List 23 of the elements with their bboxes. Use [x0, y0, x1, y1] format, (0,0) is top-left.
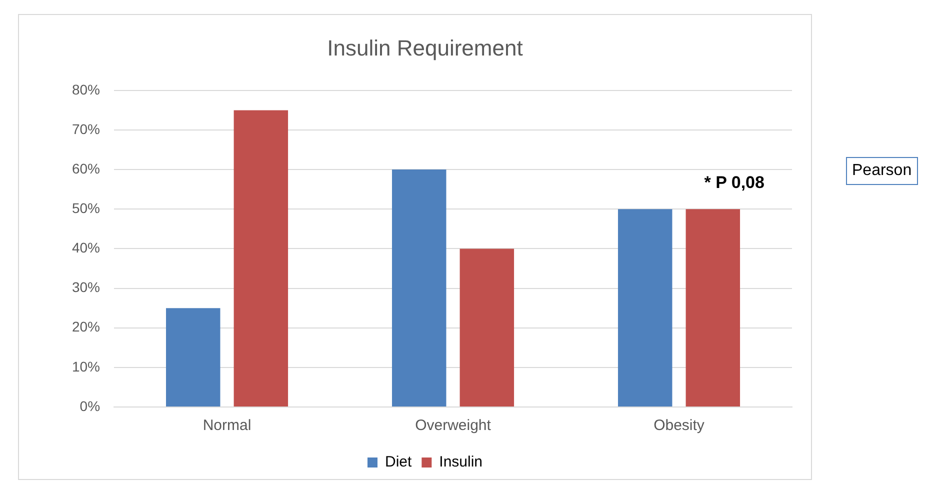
annotation: * P 0,08: [704, 172, 764, 192]
y-tick-label: 20%: [72, 318, 100, 335]
y-tick-label: 10%: [72, 358, 100, 374]
legend-label: Diet: [384, 454, 412, 471]
x-tick-label: Normal: [202, 417, 252, 434]
y-tick-label: 60%: [72, 160, 100, 176]
bar: [166, 308, 220, 406]
bar: [460, 248, 514, 406]
y-tick-label: 0%: [80, 398, 100, 414]
y-tick-label: 50%: [72, 200, 100, 216]
y-tick-label: 80%: [72, 81, 100, 98]
y-tick-label: 40%: [72, 240, 100, 256]
bar: [234, 110, 288, 406]
y-tick-label: 70%: [72, 120, 100, 137]
x-tick-label: Overweight: [415, 417, 492, 434]
bar: [686, 209, 740, 406]
y-tick-label: 30%: [72, 279, 100, 296]
bar: [392, 170, 446, 406]
bar: [618, 209, 672, 406]
x-tick-label: Obesity: [654, 417, 705, 434]
legend-label: Insulin: [439, 454, 483, 471]
text: Pearson: [846, 157, 918, 185]
chart-title: Insulin Requirement: [327, 35, 523, 60]
